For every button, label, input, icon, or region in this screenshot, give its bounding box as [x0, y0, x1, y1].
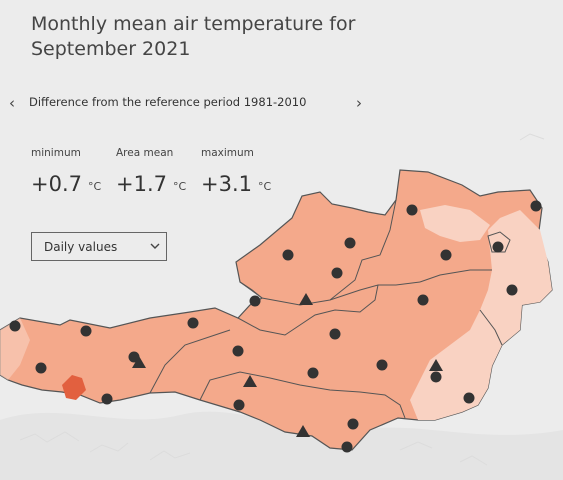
dropdown-selected-value: Daily values: [44, 240, 118, 254]
station-circle-icon[interactable]: [492, 241, 504, 253]
station-circle-icon[interactable]: [376, 359, 388, 371]
station-circle-icon[interactable]: [233, 399, 245, 411]
station-circle-icon[interactable]: [187, 317, 199, 329]
minimum-label: minimum: [31, 147, 81, 159]
chevron-down-icon: [150, 243, 160, 249]
maximum-number: +3.1: [201, 172, 252, 196]
area-mean-unit: °C: [173, 180, 187, 193]
values-dropdown[interactable]: Daily values: [31, 232, 167, 261]
station-circle-icon[interactable]: [101, 393, 113, 405]
station-circle-icon[interactable]: [440, 249, 452, 261]
state-borders: [149, 199, 511, 419]
area-mean-label: Area mean: [116, 147, 174, 159]
station-circle-icon[interactable]: [341, 441, 353, 453]
station-circle-icon[interactable]: [329, 328, 341, 340]
station-circle-icon[interactable]: [344, 237, 356, 249]
page-title: Monthly mean air temperature for Septemb…: [31, 12, 411, 62]
light-region-east: [410, 210, 552, 420]
station-triangle-icon[interactable]: [299, 293, 313, 305]
minimum-value: +0.7 °C: [31, 172, 101, 196]
minimum-number: +0.7: [31, 172, 82, 196]
station-triangle-icon[interactable]: [296, 425, 310, 437]
station-triangle-icon[interactable]: [243, 375, 257, 387]
station-circle-icon[interactable]: [9, 320, 21, 332]
station-circle-icon[interactable]: [506, 284, 518, 296]
period-navigator: ‹ Difference from the reference period 1…: [0, 92, 380, 114]
station-circle-icon[interactable]: [80, 325, 92, 337]
station-circle-icon[interactable]: [463, 392, 475, 404]
chevron-right-icon[interactable]: ›: [356, 94, 362, 112]
station-circle-icon[interactable]: [406, 204, 418, 216]
station-circle-icon[interactable]: [430, 371, 442, 383]
chevron-left-icon[interactable]: ‹: [9, 94, 15, 112]
station-circle-icon[interactable]: [249, 295, 261, 307]
light-region-west: [0, 318, 30, 380]
station-circle-icon[interactable]: [232, 345, 244, 357]
area-mean-value: +1.7 °C: [116, 172, 186, 196]
station-circle-icon[interactable]: [282, 249, 294, 261]
area-mean-number: +1.7: [116, 172, 167, 196]
period-label: Difference from the reference period 198…: [29, 95, 307, 109]
station-circle-icon[interactable]: [307, 367, 319, 379]
title-line-1: Monthly mean air temperature for: [31, 13, 356, 35]
title-line-2: September 2021: [31, 38, 191, 60]
maximum-label: maximum: [201, 147, 254, 159]
station-circle-icon[interactable]: [530, 200, 542, 212]
station-triangle-icon[interactable]: [429, 359, 443, 371]
light-region-north: [420, 205, 490, 242]
station-markers[interactable]: [9, 200, 542, 453]
station-circle-icon[interactable]: [331, 267, 343, 279]
station-circle-icon[interactable]: [417, 294, 429, 306]
station-circle-icon[interactable]: [35, 362, 47, 374]
maximum-value: +3.1 °C: [201, 172, 271, 196]
station-triangle-icon[interactable]: [132, 356, 146, 368]
station-circle-icon[interactable]: [347, 418, 359, 430]
minimum-unit: °C: [88, 180, 102, 193]
maximum-unit: °C: [258, 180, 272, 193]
station-triangle-markers[interactable]: [132, 293, 443, 437]
station-circle-icon[interactable]: [128, 351, 140, 363]
dark-region-patch: [62, 375, 86, 400]
